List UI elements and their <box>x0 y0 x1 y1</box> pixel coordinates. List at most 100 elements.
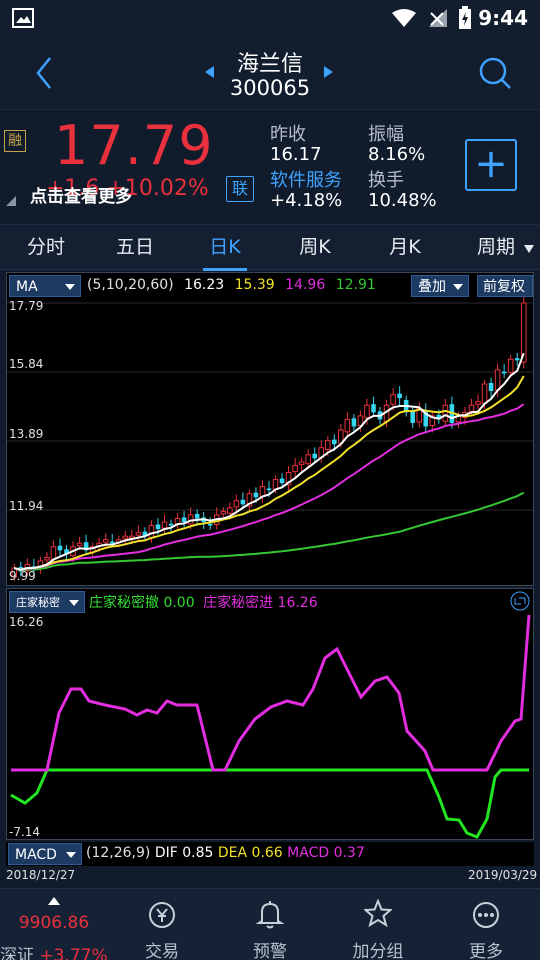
amplitude-label: 振幅 <box>368 124 404 145</box>
sub-y-bottom: -7.14 <box>9 825 41 839</box>
quote-panel[interactable]: 融 17.79 +1.6 +10.02% 点击查看更多 联 昨收 16.17 软… <box>0 110 540 224</box>
withdraw-value: 0.00 <box>163 595 195 611</box>
battery-charging-icon <box>459 6 471 29</box>
nav-trade[interactable]: 交易 <box>108 889 216 960</box>
tab-weekly-k[interactable]: 周K <box>299 236 331 258</box>
sector-link[interactable]: 软件服务 <box>270 170 342 191</box>
rotate-icon[interactable] <box>510 591 530 611</box>
more-icon <box>473 902 499 928</box>
back-icon[interactable] <box>34 56 54 90</box>
sub-indicator-panel[interactable]: 庄家秘密 庄家秘密撤 0.00 庄家秘密进 16.26 16.26 -7.14 <box>6 588 534 840</box>
candle <box>89 542 96 558</box>
tab-five-day[interactable]: 五日 <box>115 236 154 258</box>
turnover-label: 换手 <box>368 170 404 191</box>
candle <box>488 377 494 398</box>
candle <box>507 355 514 378</box>
candle <box>174 513 181 529</box>
candle <box>194 509 200 525</box>
macd-legend: (12,26,9) DIF 0.85 DEA 0.66 MACD 0.37 <box>86 845 365 861</box>
price-change: +1.6 +10.02% <box>46 176 209 201</box>
candle <box>102 533 109 550</box>
candle <box>83 534 89 556</box>
date-start: 2018/12/27 <box>6 868 76 882</box>
nav-alert-label: 预警 <box>253 942 287 960</box>
clock: 9:44 <box>478 6 528 30</box>
overlay-label: 叠加 <box>418 279 446 295</box>
main-indicator-value: MA <box>16 279 38 295</box>
sub-legend: 庄家秘密撤 0.00 庄家秘密进 16.26 <box>89 592 318 612</box>
candle <box>312 447 318 464</box>
tab-period[interactable]: 周期 <box>476 236 515 258</box>
overlay-button[interactable]: 叠加 <box>411 275 469 297</box>
index-name: 深证 <box>0 946 34 960</box>
candle <box>416 402 423 428</box>
candle <box>298 457 305 472</box>
nav-alert[interactable]: 预警 <box>216 889 324 960</box>
candle <box>305 449 311 468</box>
candle <box>207 517 213 530</box>
no-signal-icon <box>429 9 447 27</box>
tab-daily-k[interactable]: 日K <box>185 225 265 271</box>
prev-stock-icon[interactable] <box>205 66 215 78</box>
trade-icon <box>149 902 175 928</box>
macd-label: MACD <box>287 845 330 861</box>
dea-value: 0.66 <box>251 845 283 861</box>
nav-more[interactable]: 更多 <box>432 889 540 960</box>
search-icon[interactable] <box>478 56 512 90</box>
status-bar: 9:44 <box>0 0 540 36</box>
ma5-value: 16.23 <box>184 277 225 293</box>
nav-add-group[interactable]: 加分组 <box>324 889 432 960</box>
main-indicator-select[interactable]: MA <box>9 275 81 297</box>
index-change: +3.77% <box>39 946 108 960</box>
more-hint[interactable]: 点击查看更多 <box>30 187 132 207</box>
dif-value: 0.85 <box>182 845 214 861</box>
tab-monthly-k[interactable]: 月K <box>389 236 421 258</box>
macd-header: MACD (12,26,9) DIF 0.85 DEA 0.66 MACD 0.… <box>6 842 534 866</box>
candlestick-chart[interactable] <box>7 297 533 585</box>
prev-close-value: 16.17 <box>270 144 322 165</box>
candle <box>514 352 520 366</box>
linked-badge[interactable]: 联 <box>226 176 254 202</box>
add-watchlist-button[interactable]: + <box>465 139 517 191</box>
ma-legend: (5,10,20,60) 16.23 15.39 14.96 12.91 <box>87 277 376 293</box>
candle <box>57 538 63 556</box>
index-ticker[interactable]: 9906.86 深证 +3.77% <box>0 889 108 960</box>
candle <box>246 489 253 512</box>
last-price: 17.79 <box>54 114 214 177</box>
amplitude-value: 8.16% <box>368 144 426 165</box>
candle <box>423 403 429 433</box>
ma60-value: 12.91 <box>335 277 376 293</box>
macd-indicator-value: MACD <box>15 847 57 863</box>
sub-indicator-chart <box>10 614 531 839</box>
star-icon <box>364 899 392 927</box>
candle <box>122 530 129 545</box>
bottom-nav: 9906.86 深证 +3.77% 交易 预警 加分 <box>0 888 540 960</box>
candle <box>240 492 246 509</box>
macd-select[interactable]: MACD <box>8 843 82 865</box>
candle <box>475 394 481 410</box>
sub-indicator-value: 庄家秘密 <box>16 596 60 609</box>
dea-label: DEA <box>217 845 248 861</box>
tab-intraday[interactable]: 分时 <box>26 236 65 258</box>
candle <box>44 552 50 565</box>
dif-label: DIF <box>154 845 178 861</box>
bell-icon <box>256 901 284 929</box>
macd-params: (12,26,9) <box>86 845 151 861</box>
candle <box>520 297 527 369</box>
ma5-line <box>14 352 525 571</box>
adjust-button[interactable]: 前复权 <box>477 275 533 297</box>
sub-indicator-select[interactable]: 庄家秘密 <box>9 591 85 613</box>
period-tabs: 分时 五日 日K 周K 月K 周期 <box>0 224 540 271</box>
ma10-value: 15.39 <box>234 277 275 293</box>
ma10-line <box>14 375 525 571</box>
sector-change: +4.18% <box>270 190 343 211</box>
prev-close-label: 昨收 <box>270 124 306 145</box>
next-stock-icon[interactable] <box>324 66 334 78</box>
period-dropdown-icon[interactable] <box>524 245 534 253</box>
margin-badge: 融 <box>4 130 26 152</box>
candle <box>168 519 174 533</box>
candle <box>259 480 266 503</box>
y-label: 9.99 <box>9 569 36 583</box>
kline-panel[interactable]: MA (5,10,20,60) 16.23 15.39 14.96 12.91 … <box>6 272 534 586</box>
gallery-icon <box>12 8 34 28</box>
